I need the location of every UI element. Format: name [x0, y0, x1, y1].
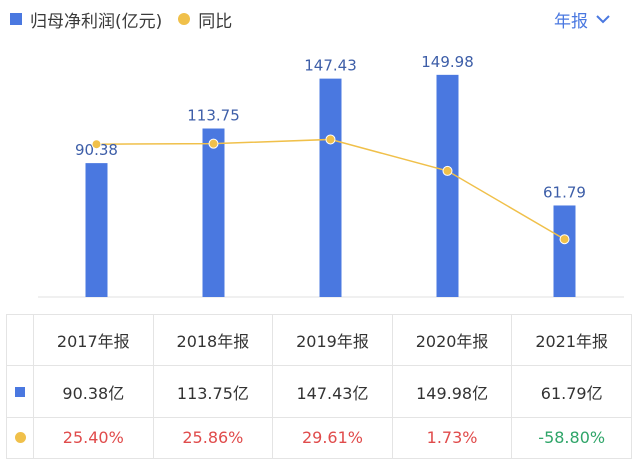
chart-legend: 归母净利润(亿元) 同比 [10, 6, 248, 32]
line-point [208, 138, 219, 149]
bar-value-label: 61.79 [543, 183, 586, 201]
legend-item-yoy[interactable]: 同比 [178, 7, 232, 32]
chevron-down-icon [596, 14, 610, 23]
table-row-net-profit: 90.38亿 113.75亿 147.43亿 149.98亿 61.79亿 [6, 365, 632, 418]
legend-bar-label: 归母净利润(亿元) [30, 11, 163, 32]
table-header-cell: 2019年报 [272, 313, 393, 367]
table-cell: 1.73% [391, 416, 513, 460]
dot-marker-icon [14, 432, 26, 444]
legend-line-label: 同比 [198, 11, 233, 32]
line-point [442, 165, 453, 176]
legend-bar-swatch [10, 13, 22, 25]
table-cell: 29.61% [272, 416, 393, 460]
table-cell: 149.98亿 [391, 365, 513, 418]
table-cell: 25.86% [152, 416, 274, 460]
table-header-row: 2017年报 2018年报 2019年报 2020年报 2021年报 [6, 313, 632, 367]
period-selector[interactable]: 年报 [554, 6, 610, 32]
table-cell: 61.79亿 [511, 365, 632, 418]
data-table: 2017年报 2018年报 2019年报 2020年报 2021年报 90.38… [6, 313, 632, 460]
chart-plot: 90.38 113.75 147.43 149.98 61.79 [38, 53, 624, 298]
bar-value-label: 113.75 [187, 107, 240, 125]
legend-item-net-profit[interactable]: 归母净利润(亿元) [10, 7, 162, 32]
bar-marker-icon [15, 387, 25, 398]
period-selector-label: 年报 [554, 11, 588, 32]
table-header-cell: 2020年报 [391, 313, 513, 367]
legend-line-swatch [178, 13, 191, 25]
bar [319, 78, 342, 297]
table-cell: 25.40% [33, 416, 154, 460]
table-header-cell: 2017年报 [33, 313, 154, 367]
bar [436, 74, 459, 297]
table-cell: 147.43亿 [272, 365, 393, 418]
line-point [91, 139, 102, 150]
row-marker-bar [6, 365, 34, 418]
table-row-yoy: 25.40% 25.86% 29.61% 1.73% -58.80% [6, 416, 632, 460]
table-header-cell: 2018年报 [152, 313, 274, 367]
table-cell: 90.38亿 [33, 365, 154, 418]
line-point [325, 134, 336, 145]
table-cell: 113.75亿 [152, 365, 274, 418]
line-point [559, 234, 570, 245]
bar [553, 205, 576, 297]
bar [85, 163, 108, 297]
bar-value-label: 90.38 [75, 141, 118, 159]
table-corner-cell [6, 313, 34, 367]
bar-value-label: 149.98 [421, 53, 474, 71]
bar-value-label: 147.43 [304, 57, 357, 75]
bar [202, 128, 225, 297]
row-marker-line [6, 416, 34, 460]
table-cell: -58.80% [511, 416, 632, 460]
table-header-cell: 2021年报 [511, 313, 632, 367]
